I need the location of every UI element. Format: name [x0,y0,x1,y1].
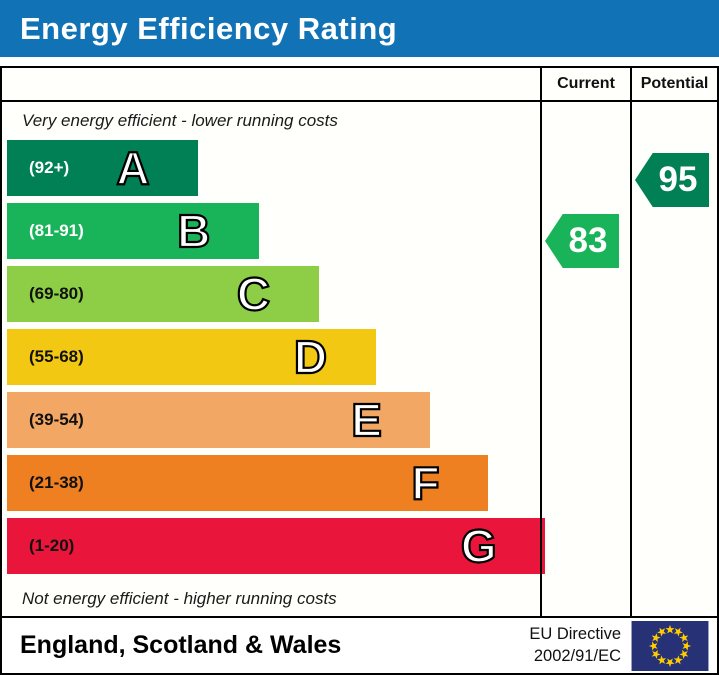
band-d-range: (55-68) [29,347,84,366]
rating-table: Current Potential Very energy efficient … [0,66,719,618]
page-title: Energy Efficiency Rating [20,10,398,46]
eu-flag-icon [631,620,709,671]
band-a: (92+) A [7,140,198,196]
top-note: Very energy efficient - lower running co… [22,111,338,130]
band-d: (55-68) D [7,329,376,385]
column-header-potential: Potential [630,68,717,100]
band-row-a: (92+) A [2,140,540,203]
band-c-range: (69-80) [29,284,84,303]
potential-rating-arrow: 95 [635,153,709,207]
band-e-letter: E [350,394,383,446]
band-row-c: (69-80) C [2,266,540,329]
band-row-d: (55-68) D [2,329,540,392]
band-chart: Very energy efficient - lower running co… [2,102,545,616]
band-c-letter: C [236,268,271,320]
column-header-current: Current [540,68,630,100]
band-g: (1-20) G [7,518,545,574]
current-rating-arrow: 83 [545,214,619,268]
band-row-b: (81-91) B [2,203,540,266]
band-b-letter: B [176,205,211,257]
band-row-g: (1-20) G [2,518,545,581]
band-b-range: (81-91) [29,221,84,240]
current-rating-value: 83 [568,221,608,260]
bottom-note: Not energy efficient - higher running co… [22,588,337,608]
eu-directive-line1: EU Directive [529,625,621,644]
band-b: (81-91) B [7,203,259,259]
band-d-letter: D [293,331,328,383]
band-g-letter: G [460,520,498,572]
potential-column: 95 [630,102,717,616]
header-spacer [2,68,540,100]
band-row-f: (21-38) F [2,455,540,518]
band-row-e: (39-54) E [2,392,540,455]
region-label: England, Scotland & Wales [20,631,342,659]
band-e: (39-54) E [7,392,431,448]
current-column: 83 [540,102,630,616]
footer: England, Scotland & Wales EU Directive 2… [0,616,719,675]
band-a-letter: A [115,142,150,194]
band-g-range: (1-20) [29,536,75,555]
band-c: (69-80) C [7,266,319,322]
table-header-row: Current Potential [2,68,717,102]
potential-rating-value: 95 [658,160,698,199]
eu-directive-label: EU Directive 2002/91/EC [529,624,621,667]
title-bar: Energy Efficiency Rating [0,0,719,57]
band-a-range: (92+) [29,158,70,177]
eu-directive-line2: 2002/91/EC [533,646,621,665]
band-f: (21-38) F [7,455,488,511]
band-e-range: (39-54) [29,410,84,429]
band-f-letter: F [410,457,440,509]
table-body: Very energy efficient - lower running co… [2,102,717,616]
band-f-range: (21-38) [29,473,84,492]
